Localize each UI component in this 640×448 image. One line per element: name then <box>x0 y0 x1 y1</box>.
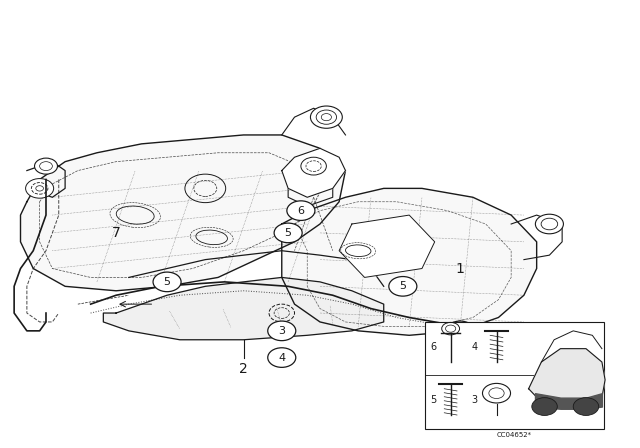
Circle shape <box>268 321 296 340</box>
Polygon shape <box>282 188 537 335</box>
Text: 5: 5 <box>164 277 171 287</box>
Text: 6: 6 <box>457 326 464 336</box>
Text: 2: 2 <box>239 362 248 376</box>
Text: 3: 3 <box>278 326 285 336</box>
Text: 5: 5 <box>285 228 292 238</box>
Text: 5: 5 <box>399 281 406 291</box>
Text: 6: 6 <box>430 341 436 352</box>
Bar <box>425 322 604 429</box>
Text: 5: 5 <box>430 395 436 405</box>
Text: 1: 1 <box>456 262 465 276</box>
Text: 6: 6 <box>298 206 305 215</box>
Text: 4: 4 <box>278 353 285 362</box>
Text: CC04652*: CC04652* <box>497 432 532 439</box>
Circle shape <box>536 214 563 234</box>
Circle shape <box>573 398 599 415</box>
Circle shape <box>389 276 417 296</box>
Circle shape <box>287 201 315 220</box>
Circle shape <box>268 348 296 367</box>
Circle shape <box>310 106 342 128</box>
Polygon shape <box>529 349 605 402</box>
Polygon shape <box>20 135 346 291</box>
Circle shape <box>153 272 181 292</box>
Circle shape <box>446 321 474 340</box>
Polygon shape <box>103 277 384 340</box>
Text: 7: 7 <box>112 226 120 240</box>
Circle shape <box>274 223 302 243</box>
Circle shape <box>532 398 557 415</box>
Polygon shape <box>282 148 346 197</box>
Text: 3: 3 <box>472 395 477 405</box>
Text: 4: 4 <box>472 341 477 352</box>
Circle shape <box>26 179 54 198</box>
Polygon shape <box>339 215 435 277</box>
Circle shape <box>35 158 58 174</box>
